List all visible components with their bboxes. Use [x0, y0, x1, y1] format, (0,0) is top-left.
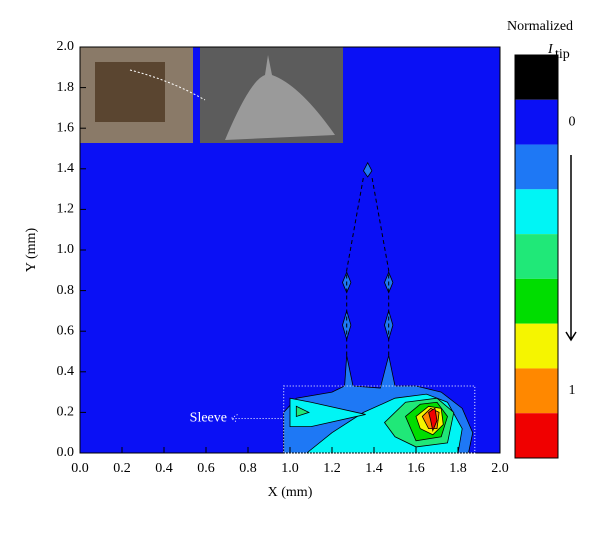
inset-arrow — [129, 69, 206, 101]
sleeve-arrow — [230, 414, 282, 423]
inset-tip — [225, 55, 335, 140]
colorbar-band — [515, 323, 558, 369]
y-tick-label: 0.4 — [57, 364, 75, 379]
y-tick-label: 1.0 — [57, 242, 75, 257]
x-tick-label: 0.6 — [197, 461, 215, 476]
x-tick-label: 1.8 — [449, 461, 467, 476]
colorbar-band — [515, 55, 558, 100]
colorbar-tick-label: 1 — [569, 383, 576, 398]
x-tick-label: 1.4 — [365, 461, 383, 476]
contour-dash — [346, 176, 390, 356]
colorbar-tick-label: 0 — [569, 114, 576, 129]
x-tick-label: 1.2 — [323, 461, 341, 476]
y-tick-label: 1.8 — [57, 80, 75, 95]
colorbar-band — [515, 234, 558, 279]
y-axis-label: Y (mm) — [24, 228, 39, 273]
x-tick-label: 0.4 — [155, 461, 173, 476]
x-tick-label: 0.8 — [239, 461, 257, 476]
x-tick-label: 0.2 — [113, 461, 131, 476]
colorbar-title: Normalized — [507, 19, 573, 34]
colorbar-band — [515, 278, 558, 324]
y-tick-label: 2.0 — [57, 39, 75, 54]
inset-photo-object — [95, 62, 165, 122]
colorbar-arrow — [565, 155, 577, 342]
contour-region — [428, 407, 438, 433]
annotation: Sleeve — [190, 411, 227, 426]
y-tick-label: 0.6 — [57, 323, 75, 338]
x-tick-label: 2.0 — [491, 461, 509, 476]
colorbar-frame — [514, 54, 559, 459]
x-tick-label: 1.0 — [281, 461, 299, 476]
x-tick-label: 0.0 — [71, 461, 89, 476]
contour-region — [289, 397, 366, 428]
y-tick-label: 1.4 — [57, 161, 75, 176]
colorbar-symbol: I — [547, 42, 554, 57]
colorbar-band — [515, 99, 558, 145]
x-tick-label: 1.6 — [407, 461, 425, 476]
colorbar-band — [515, 413, 558, 458]
colorbar-band — [515, 144, 558, 190]
y-tick-label: 0.2 — [57, 405, 75, 420]
contour-region — [295, 405, 310, 418]
y-tick-label: 1.2 — [57, 202, 75, 217]
colorbar-band — [515, 189, 558, 235]
colorbar-subscript: tip — [555, 47, 570, 62]
y-tick-label: 1.6 — [57, 120, 75, 135]
contour-region — [363, 161, 373, 178]
y-tick-label: 0.0 — [57, 445, 75, 460]
x-axis-label: X (mm) — [268, 485, 313, 500]
colorbar-band — [515, 368, 558, 414]
y-tick-label: 0.8 — [57, 283, 75, 298]
